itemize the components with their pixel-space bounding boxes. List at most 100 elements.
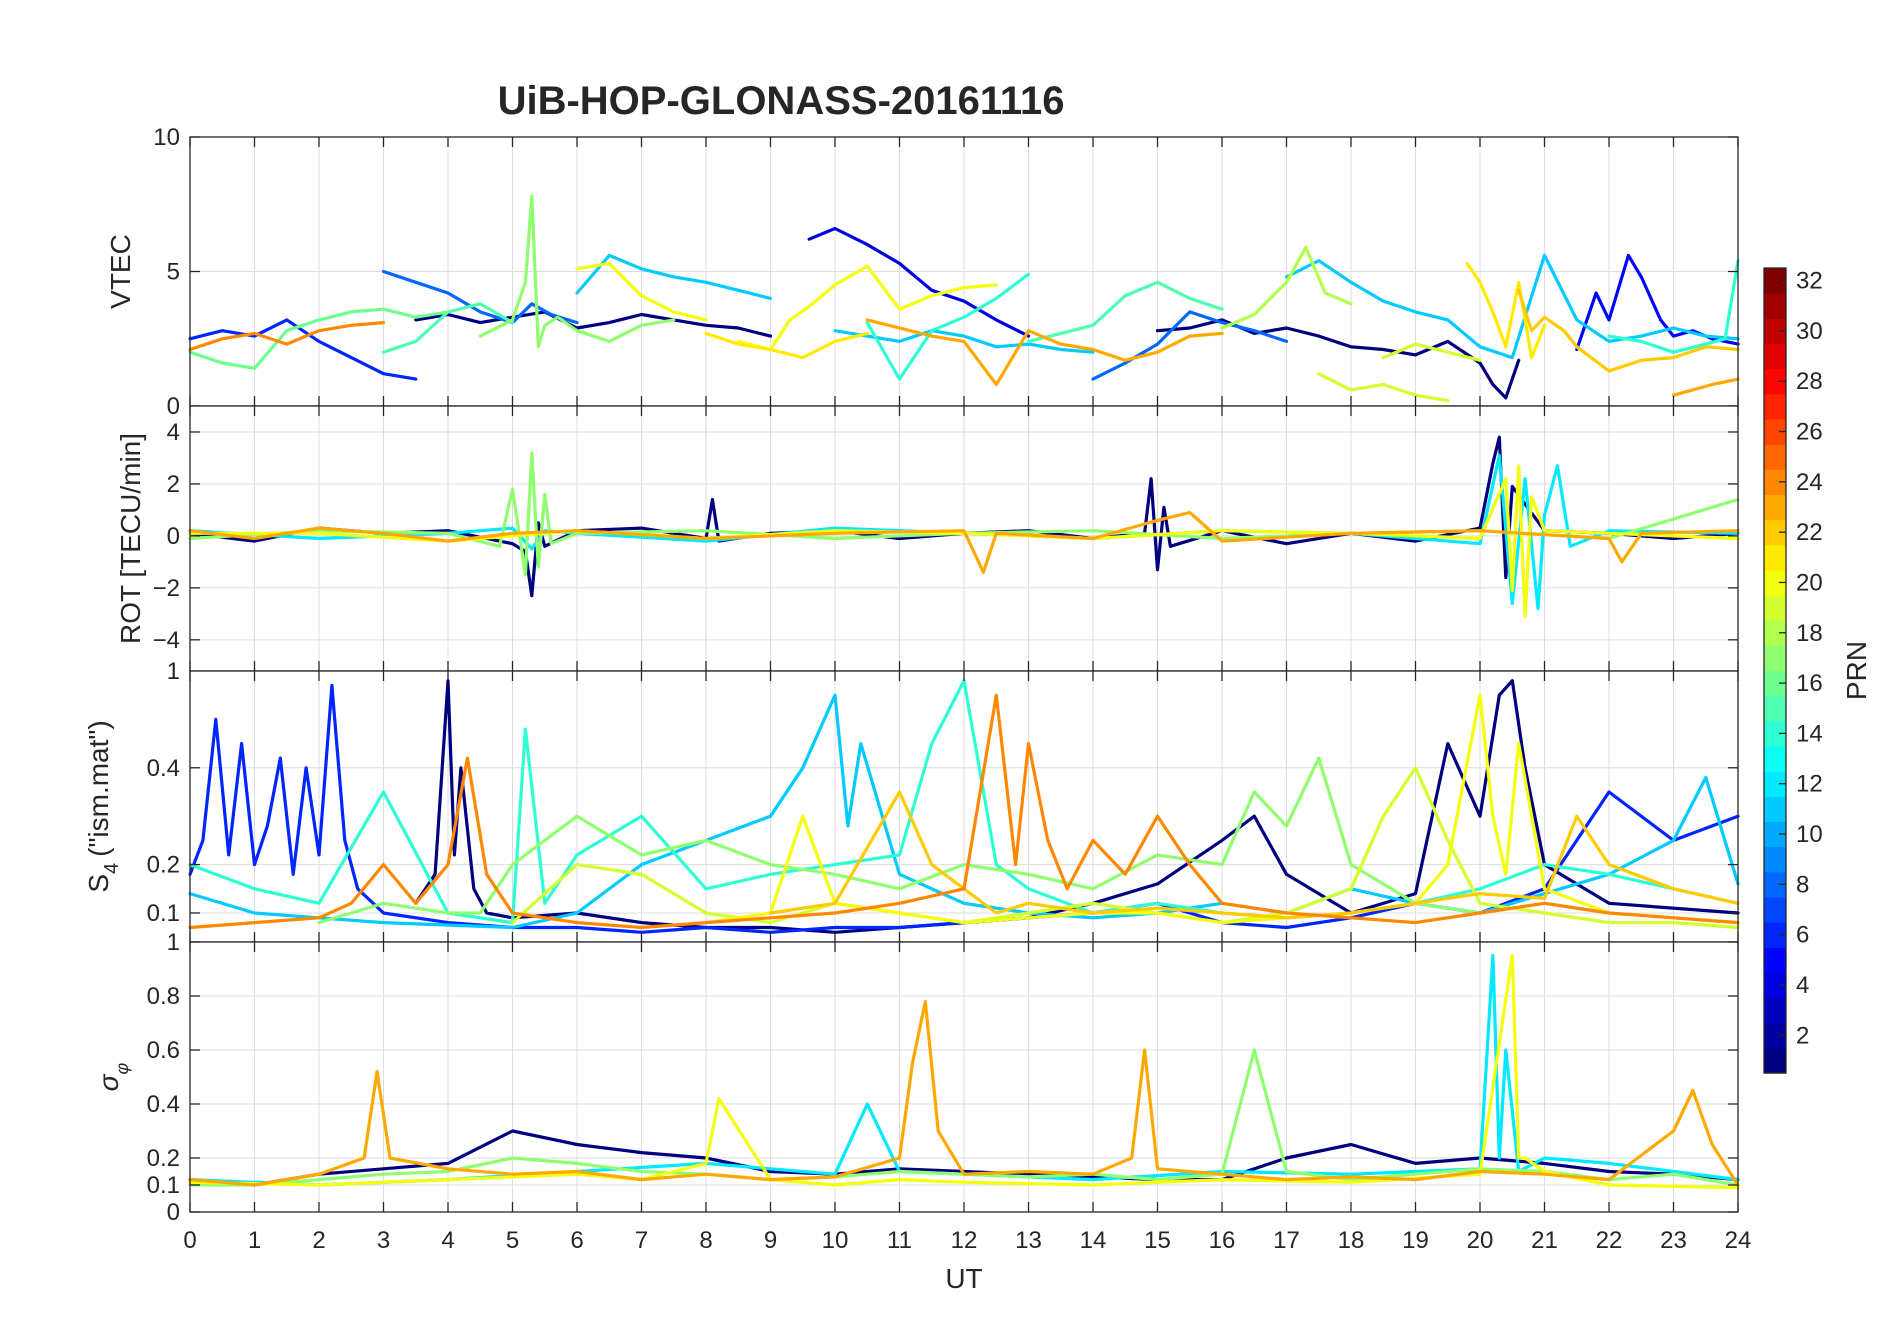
- vtec-series-prn-20: [575, 261, 708, 322]
- vtec-series-prn-14: [865, 272, 1031, 381]
- vtec-series-prn-19: [1381, 342, 1482, 362]
- vtec-series-prn-17: [478, 194, 676, 349]
- x-tick-label: 11: [887, 1227, 912, 1254]
- vtec-series-prn-14: [1607, 259, 1740, 354]
- y-tick-label: 0.4: [147, 755, 180, 782]
- colorbar-swatch: [1764, 444, 1786, 470]
- x-tick-label: 17: [1273, 1227, 1300, 1254]
- colorbar-swatch: [1764, 343, 1786, 370]
- vtec-series-prn-20: [736, 264, 998, 352]
- vtec-series-prn-11: [1284, 253, 1740, 360]
- x-tick-label: 8: [699, 1227, 712, 1254]
- y-tick-label: 5: [167, 259, 180, 286]
- vtec-series-prn-4: [807, 226, 1031, 338]
- y-tick-label: 0.2: [147, 1145, 180, 1172]
- x-tick-label: 19: [1402, 1227, 1429, 1254]
- x-tick-label: 21: [1531, 1227, 1558, 1254]
- colorbar-tick-label: 16: [1796, 670, 1823, 697]
- x-tick-label: 18: [1338, 1227, 1365, 1254]
- colorbar-swatch: [1764, 720, 1786, 747]
- y-axis-label: σφ: [93, 1062, 132, 1091]
- vtec-series-prn-21: [704, 331, 869, 360]
- colorbar-swatch: [1764, 871, 1786, 898]
- colorbar-tick-label: 10: [1796, 821, 1823, 848]
- colorbar-tick-label: 28: [1796, 368, 1823, 395]
- x-tick-label: 24: [1725, 1227, 1752, 1254]
- s4-series-prn-17: [317, 756, 1740, 925]
- colorbar-swatch: [1764, 544, 1786, 571]
- colorbar-swatch: [1764, 318, 1786, 345]
- colorbar-tick-label: 4: [1796, 972, 1809, 999]
- colorbar-swatch: [1764, 1022, 1786, 1049]
- x-tick-label: 13: [1015, 1227, 1042, 1254]
- y-tick-label: 10: [153, 124, 180, 151]
- vtec-series-prn-21: [1465, 261, 1547, 360]
- y-tick-label: 0.8: [147, 983, 180, 1010]
- colorbar-tick-label: 26: [1796, 419, 1823, 446]
- vtec-series-prn-8: [381, 269, 579, 325]
- y-tick-label: −2: [153, 575, 180, 602]
- vtec-series-prn-11: [833, 329, 1095, 354]
- colorbar-swatch: [1764, 796, 1786, 823]
- y-tick-label: 0.2: [147, 852, 180, 879]
- y-axis-label: VTEC: [105, 234, 136, 309]
- colorbar-swatch: [1764, 972, 1786, 999]
- colorbar-swatch: [1764, 896, 1786, 923]
- s4-panel: 0.1 0.2 0.4 1 S4("ism.mat"): [83, 658, 1740, 943]
- y-tick-label-top: 1: [167, 658, 180, 685]
- y-tick-label: 0: [167, 523, 180, 550]
- y-tick-label: 2: [167, 471, 180, 498]
- s4-series-prn-24: [188, 693, 1740, 930]
- vtec-series-prn-6: [188, 318, 418, 381]
- x-tick-label: 4: [441, 1227, 454, 1254]
- y-tick-label: 0.1: [147, 1172, 180, 1199]
- x-tick-label: 15: [1144, 1227, 1171, 1254]
- colorbar-swatch: [1764, 368, 1786, 395]
- y-tick-label: 0: [167, 393, 180, 420]
- colorbar-swatch: [1764, 695, 1786, 722]
- colorbar-swatch: [1764, 293, 1786, 319]
- colorbar-swatch: [1764, 418, 1786, 445]
- colorbar-label: PRN: [1841, 641, 1872, 700]
- sigma-series-prn-20: [188, 953, 1740, 1190]
- colorbar-tick-label: 12: [1796, 771, 1823, 798]
- x-tick-label: 12: [951, 1227, 978, 1254]
- colorbar-tick-label: 2: [1796, 1022, 1809, 1049]
- rot-series-prn-23: [188, 510, 1740, 574]
- colorbar-swatch: [1764, 821, 1786, 848]
- y-tick-label: 0.4: [147, 1091, 180, 1118]
- colorbar-tick-label: 32: [1796, 268, 1823, 295]
- colorbar-swatch: [1764, 771, 1786, 797]
- vtec-series-prn-11: [575, 253, 773, 300]
- x-tick-label: 16: [1209, 1227, 1236, 1254]
- colorbar-tick-label: 30: [1796, 318, 1823, 345]
- vtec-series-prn-22: [1517, 288, 1740, 373]
- vtec-series-prn-1: [1155, 318, 1521, 400]
- x-tick-label: 7: [635, 1227, 648, 1254]
- vtec-series-prn-1: [414, 310, 773, 338]
- colorbar-swatch: [1764, 469, 1786, 496]
- vtec-series-prn-16: [188, 307, 450, 370]
- rot-panel: −4 −2 0 2 4 ROT [TECU/min]: [115, 405, 1740, 672]
- y-axis-label: S4("ism.mat"): [83, 720, 123, 892]
- y-axis-label: ROT [TECU/min]: [115, 433, 146, 644]
- colorbar-swatch: [1764, 595, 1786, 621]
- x-tick-label: 23: [1660, 1227, 1687, 1254]
- colorbar-swatch: [1764, 569, 1786, 596]
- y-tick-label: 0.1: [147, 900, 180, 927]
- colorbar-swatch: [1764, 494, 1786, 521]
- colorbar-swatch: [1764, 620, 1786, 646]
- sigma-series-prn-23: [188, 999, 1740, 1187]
- y-tick-label: 0.6: [147, 1037, 180, 1064]
- colorbar-swatch: [1764, 1047, 1786, 1074]
- x-tick-label: 1: [248, 1227, 261, 1254]
- x-tick-label: 3: [377, 1227, 390, 1254]
- vtec-series-prn-23: [1671, 377, 1740, 397]
- s4-series-prn-6: [188, 683, 1740, 934]
- vtec-panel: 0 5 10 VTEC: [105, 124, 1740, 420]
- colorbar-swatch: [1764, 268, 1786, 294]
- vtec-series-prn-8: [1091, 310, 1289, 381]
- y-tick-label: 1: [167, 929, 180, 956]
- colorbar-swatch: [1764, 645, 1786, 672]
